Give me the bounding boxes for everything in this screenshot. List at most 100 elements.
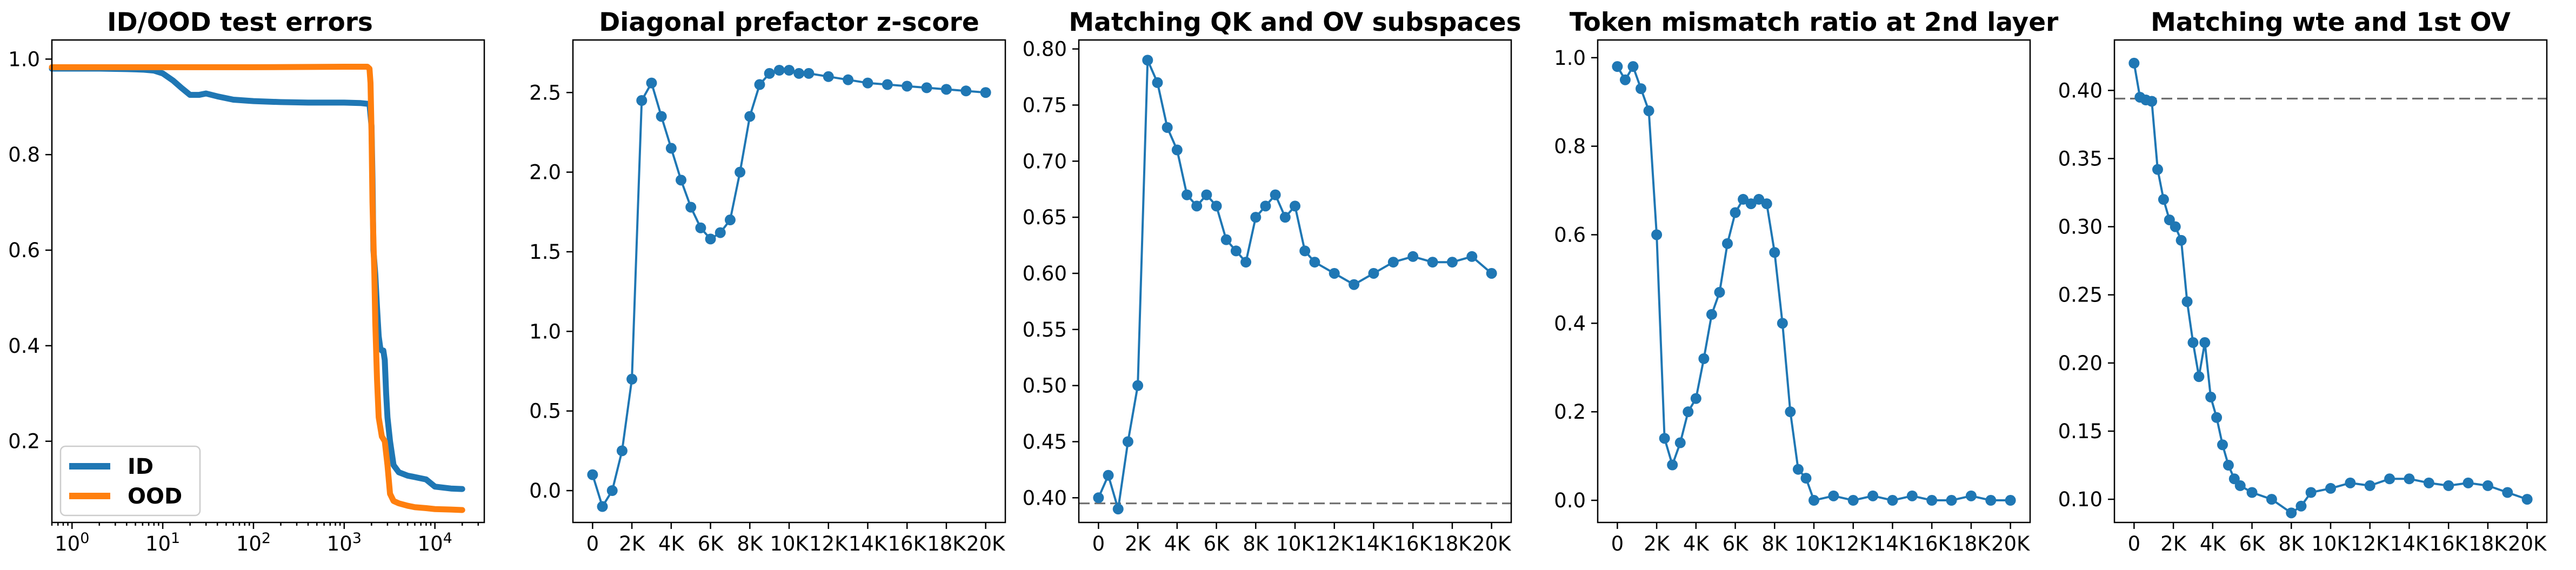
panel-4-ytick-label-5: 1.0 <box>1554 46 1586 70</box>
panel-2-data-point <box>656 111 667 122</box>
panel-5-xtick-label-6: 12K <box>2351 532 2390 555</box>
panel-4-xtick-label-4: 8K <box>1761 532 1788 555</box>
panel-4-data-point <box>1965 490 1977 501</box>
panel-3-data-point <box>1103 470 1114 481</box>
panel-3-data-point <box>1368 267 1379 279</box>
panel-5-data-point <box>2128 57 2140 69</box>
panel-1-xtick-label-2: 102 <box>236 530 271 555</box>
panel-5-xtick-label-0: 0 <box>2128 532 2141 555</box>
panel-2-ytick-label-0: 0.0 <box>529 479 561 502</box>
panel-5-data-point <box>2158 194 2169 205</box>
panel-4-data-point <box>1761 198 1772 210</box>
panel-5-data-point <box>2217 439 2228 451</box>
panel-5-frame <box>2113 39 2548 524</box>
panel-5-ytick-label-1: 0.15 <box>2058 420 2103 443</box>
panel-3-title: Matching QK and OV subspaces <box>1069 8 1521 37</box>
panel-4-data-point <box>1847 495 1859 506</box>
panel-4-data-point <box>1785 406 1796 418</box>
panel-2-plot-area <box>587 64 991 512</box>
panel-4-data-point <box>1906 490 1918 501</box>
panel-2-frame <box>572 39 1006 524</box>
panel-1-xtick-label-0: 100 <box>55 530 89 555</box>
panel-1-title: ID/OOD test errors <box>107 8 373 37</box>
panel-3-xtick-label-3: 6K <box>1204 532 1231 555</box>
panel-3-data-point <box>1387 257 1399 268</box>
panel-5-ytick-label-0: 0.10 <box>2058 488 2103 511</box>
panel-4-data-point <box>2005 495 2016 506</box>
panel-5-data-point <box>2205 391 2217 403</box>
panel-3-xtick-label-10: 20K <box>1472 532 1512 555</box>
panel-4-xtick-label-9: 18K <box>1952 532 1991 555</box>
panel-1-legend-label-ood: OOD <box>128 484 182 509</box>
panel-4-ytick-label-4: 0.8 <box>1554 135 1586 158</box>
panel-3-ytick-label-4: 0.60 <box>1023 262 1067 285</box>
panel-2-xtick-label-3: 6K <box>698 532 725 555</box>
panel-2-y-axis: 0.0 0.5 1.0 1.5 2.0 2.5 <box>529 81 573 502</box>
panel-2-data-point <box>685 202 697 213</box>
panel-3-data-point <box>1486 267 1497 279</box>
panel-4-xtick-label-2: 4K <box>1683 532 1710 555</box>
panel-3-data-point <box>1162 122 1173 133</box>
panel-2-series-line-0 <box>591 69 987 508</box>
panel-4-plot-area <box>1612 61 2016 506</box>
panel-3-data-point <box>1230 245 1242 257</box>
panel-4-data-point <box>1612 61 1623 72</box>
panel-2-data-point <box>764 68 775 79</box>
panel-4-data-point <box>1985 495 1997 506</box>
panel-4-data-point <box>1690 393 1701 404</box>
panel-3-xtick-label-6: 12K <box>1315 532 1354 555</box>
panel-5-ytick-label-2: 0.20 <box>2058 352 2103 375</box>
panel-2-data-point <box>843 74 854 85</box>
panel-3-data-point <box>1211 200 1222 212</box>
panel-2: Diagonal prefactor z-score 0 2K 4K 6K 8K 10K 1… <box>529 8 1006 555</box>
panel-3-ytick-label-5: 0.65 <box>1023 206 1067 229</box>
panel-4-xtick-label-0: 0 <box>1611 532 1624 555</box>
panel-2-xtick-label-1: 2K <box>619 532 646 555</box>
panel-4-xtick-label-6: 12K <box>1834 532 1873 555</box>
panel-4-data-point <box>1706 309 1717 320</box>
panel-2-data-point <box>902 81 913 92</box>
panel-4-data-point <box>1887 495 1898 506</box>
panel-1-legend-label-id: ID <box>128 454 154 479</box>
panel-1-ytick-label-3: 0.8 <box>8 143 40 166</box>
panel-4-data-point <box>1722 238 1733 249</box>
panel-2-xtick-label-8: 16K <box>888 532 927 555</box>
panel-2-data-point <box>646 77 657 89</box>
panel-5-xtick-label-8: 16K <box>2430 532 2469 555</box>
panel-5-data-point <box>2199 337 2211 348</box>
panel-5-xtick-label-9: 18K <box>2468 532 2508 555</box>
panel-3-data-point <box>1112 504 1124 515</box>
panel-4-data-point <box>1659 433 1670 444</box>
panel-5-series-line-0 <box>2133 62 2528 514</box>
panel-3-ytick-label-7: 0.75 <box>1023 93 1067 117</box>
panel-4-data-point <box>1730 207 1741 218</box>
panel-3-data-point <box>1201 189 1212 200</box>
panel-5-data-point <box>2345 477 2356 488</box>
panel-5-xtick-label-4: 8K <box>2278 532 2305 555</box>
panel-5-xtick-label-10: 20K <box>2508 532 2547 555</box>
panel-1-y-axis: 0.2 0.4 0.6 0.8 1.0 <box>8 48 52 453</box>
panel-2-data-point <box>921 82 932 93</box>
panel-3-data-point <box>1270 189 1281 200</box>
panel-3-ytick-label-3: 0.55 <box>1023 318 1067 341</box>
panel-3-data-point <box>1290 200 1300 212</box>
panel-3-xtick-label-9: 18K <box>1433 532 1472 555</box>
panel-4-data-point <box>1698 353 1710 364</box>
panel-5-data-point <box>2325 482 2336 494</box>
panel-3-x-axis: 0 2K 4K 6K 8K 10K 12K 14K 16K 18K 20K <box>1092 522 1512 555</box>
panel-3-data-point <box>1220 234 1232 245</box>
panel-2-data-point <box>960 85 972 97</box>
panel-4-xtick-label-7: 14K <box>1873 532 1913 555</box>
panel-2-ytick-label-2: 1.0 <box>529 320 561 343</box>
panel-5-data-point <box>2223 460 2234 471</box>
panel-5-data-point <box>2187 337 2199 348</box>
panel-4-x-axis: 0 2K 4K 6K 8K 10K 12K 14K 16K 18K 20K <box>1611 522 2031 555</box>
panel-4-data-point <box>1800 473 1812 484</box>
panel-3-data-point <box>1349 279 1360 290</box>
panel-2-data-point <box>773 64 785 76</box>
panel-2-data-point <box>803 68 815 79</box>
panel-3-data-point <box>1152 77 1163 88</box>
panel-4-data-point <box>1753 193 1765 205</box>
panel-5-data-point <box>2305 487 2317 498</box>
panel-5-data-point <box>2266 494 2277 505</box>
